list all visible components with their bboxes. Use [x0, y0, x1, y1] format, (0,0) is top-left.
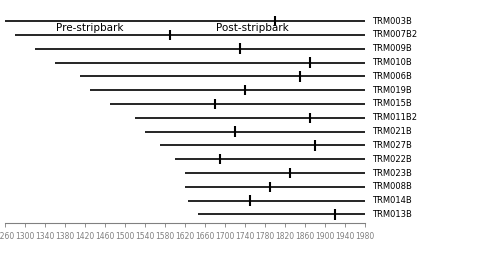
Text: TRM009B: TRM009B [372, 44, 412, 53]
Text: TRM010B: TRM010B [372, 58, 412, 67]
Text: TRM007B2: TRM007B2 [372, 30, 417, 39]
Text: TRM023B: TRM023B [372, 168, 412, 177]
Text: Pre-stripbark: Pre-stripbark [56, 23, 124, 33]
Text: Post-stripbark: Post-stripbark [216, 23, 289, 33]
Text: TRM019B: TRM019B [372, 86, 412, 95]
Text: TRM014B: TRM014B [372, 196, 412, 205]
Text: TRM022B: TRM022B [372, 155, 412, 164]
Text: TRM011B2: TRM011B2 [372, 113, 417, 122]
Text: TRM021B: TRM021B [372, 127, 412, 136]
Text: TRM027B: TRM027B [372, 141, 412, 150]
Text: TRM013B: TRM013B [372, 210, 412, 219]
Text: TRM015B: TRM015B [372, 99, 412, 109]
Text: TRM008B: TRM008B [372, 182, 412, 191]
Text: TRM006B: TRM006B [372, 72, 412, 81]
Text: TRM003B: TRM003B [372, 17, 412, 26]
